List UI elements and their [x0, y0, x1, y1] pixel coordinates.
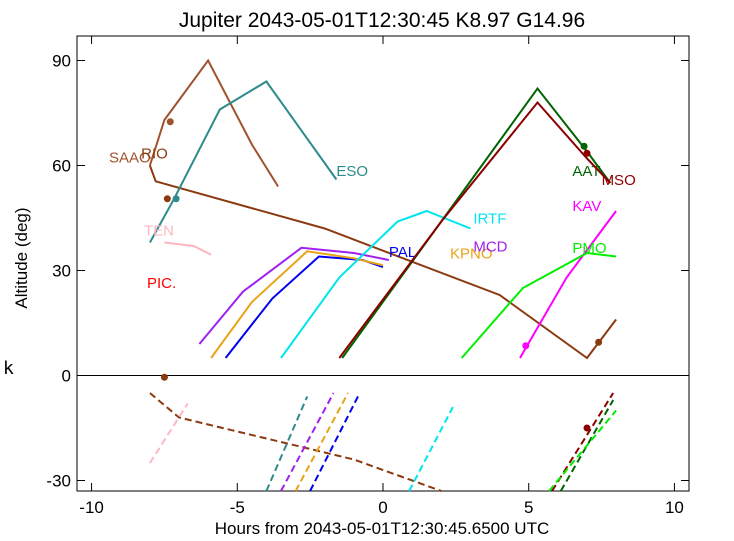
series-marker-aat	[580, 142, 588, 150]
series-line-irtf	[280, 209, 471, 359]
y-tick-label: 90	[52, 52, 71, 71]
series-below-horizon-aat	[559, 399, 615, 492]
x-tick-label: 10	[665, 498, 684, 517]
series-label-irtf: IRTF	[473, 210, 506, 227]
series-below-horizon-eso	[265, 396, 309, 492]
plot-frame	[76, 35, 690, 492]
series-label-pal: PAL	[389, 244, 416, 261]
series-below-horizon-mcd	[280, 392, 335, 492]
series-marker-saao	[166, 118, 174, 126]
series-line-ten	[164, 241, 212, 256]
series-label-pic: PIC.	[147, 275, 176, 292]
x-tick-label: 5	[524, 498, 533, 517]
x-tick-label: -5	[230, 498, 245, 517]
series-label-kav: KAV	[572, 198, 601, 215]
y-axis-label: Altitude (deg)	[12, 207, 31, 308]
series-label-aat: AAT	[572, 163, 600, 180]
series-line-mso	[338, 100, 612, 359]
y-tick-label: 60	[52, 157, 71, 176]
stray-k-label: k	[3, 358, 14, 379]
series-marker-mso	[583, 424, 591, 432]
series-line-rio	[148, 165, 617, 360]
series-marker-eso	[172, 195, 180, 203]
series-marker-rio	[595, 338, 603, 346]
series-below-horizon-ten	[149, 402, 189, 464]
series-line-kpno	[210, 250, 384, 359]
chart-title: Jupiter 2043-05-01T12:30:45 K8.97 G14.96	[179, 9, 585, 32]
series-label-saao: SAAO	[109, 150, 151, 167]
series-line-eso	[149, 80, 338, 243]
series-line-pmo	[460, 251, 617, 359]
series-line-mcd	[198, 246, 389, 345]
series-below-horizon-mso	[551, 392, 615, 492]
y-tick-label: 0	[62, 367, 71, 386]
series-below-horizon-pmo	[548, 409, 617, 492]
y-tick-label: 30	[52, 262, 71, 281]
y-tick-label: -30	[46, 472, 71, 491]
x-axis-label: Hours from 2043-05-01T12:30:45.6500 UTC	[215, 519, 550, 538]
series-line-kav	[519, 210, 617, 359]
series-below-horizon-rio	[149, 392, 442, 492]
series-label-eso: ESO	[336, 163, 368, 180]
series-below-horizon-irtf	[408, 406, 454, 492]
series-below-horizon-pal	[309, 392, 361, 492]
x-tick-label: -10	[79, 498, 104, 517]
series-line-saao	[148, 58, 279, 188]
series-marker-kav	[522, 342, 530, 350]
series-label-rio: RIO	[141, 146, 168, 163]
series-marker-mso	[583, 149, 591, 157]
series-label-mso: MSO	[602, 172, 636, 189]
series-marker-rio	[163, 195, 171, 203]
x-tick-label: 0	[378, 498, 387, 517]
series-label-ten: TEN	[144, 223, 174, 240]
series-label-pmo: PMO	[572, 240, 606, 257]
series-below-horizon-kpno	[294, 392, 349, 492]
series-label-mcd: MCD	[473, 238, 507, 255]
series-label-kpno: KPNO	[450, 245, 493, 262]
horizon-marker	[160, 373, 168, 381]
